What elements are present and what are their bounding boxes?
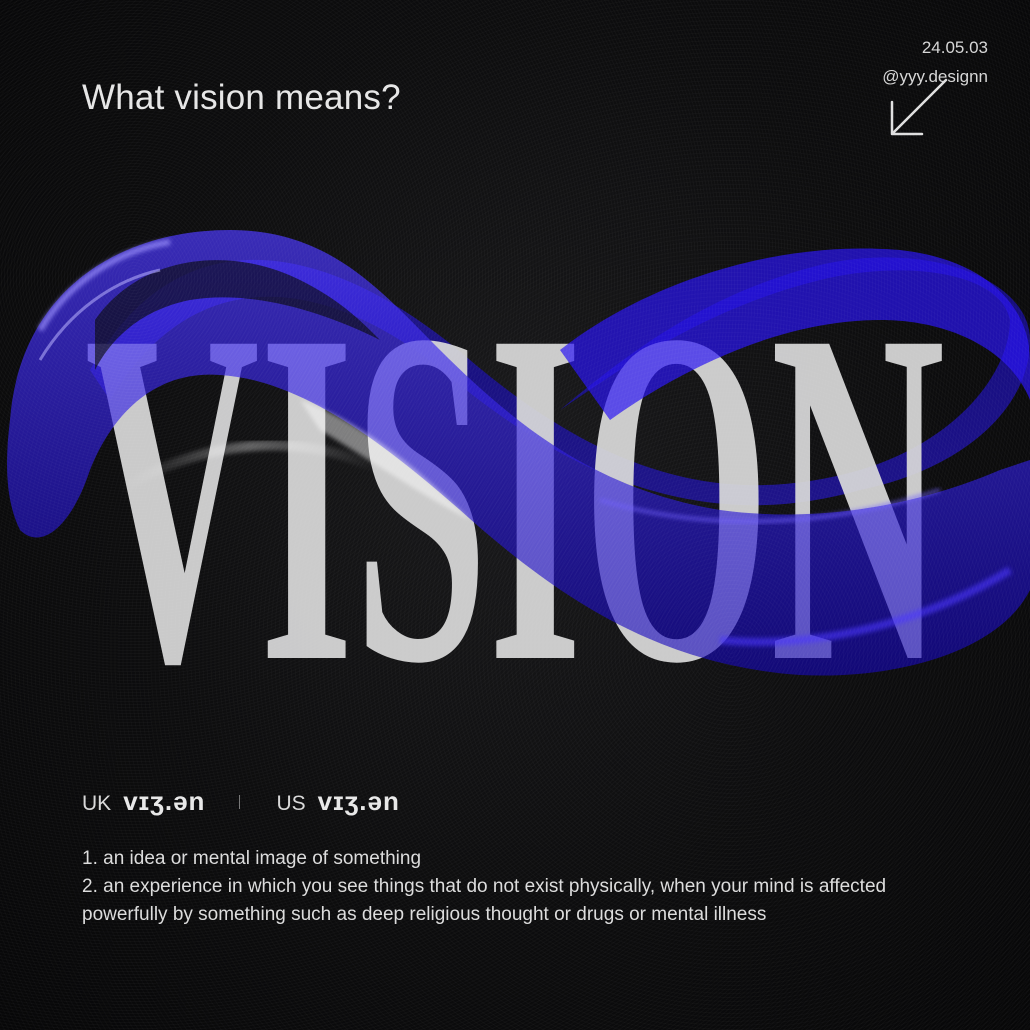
- us-label: US: [276, 792, 306, 815]
- arrow-down-left-icon: [890, 78, 948, 136]
- author-handle[interactable]: @yyy.designn: [882, 67, 988, 86]
- definition-2: 2. an experience in which you see things…: [82, 876, 887, 925]
- pronunciation-row: UK vɪʒ.ən US vɪʒ.ən: [82, 786, 400, 818]
- ribbon-highlight: [300, 400, 470, 520]
- ribbon-front: [7, 230, 1030, 676]
- definition-1: 1. an idea or mental image of something: [82, 848, 422, 869]
- ribbon-loop-inner: [95, 260, 380, 370]
- pronunciation-divider: [239, 795, 241, 809]
- us-ipa: vɪʒ.ən: [317, 786, 400, 816]
- uk-ipa: vɪʒ.ən: [123, 786, 206, 816]
- ribbon-right-loop: [560, 248, 1030, 420]
- uk-label: UK: [82, 792, 112, 815]
- date-stamp: 24.05.03: [921, 38, 988, 57]
- page-title: What vision means?: [82, 78, 401, 117]
- definitions: 1. an idea or mental image of something …: [82, 845, 962, 929]
- hero-artwork: VISION: [0, 170, 1030, 730]
